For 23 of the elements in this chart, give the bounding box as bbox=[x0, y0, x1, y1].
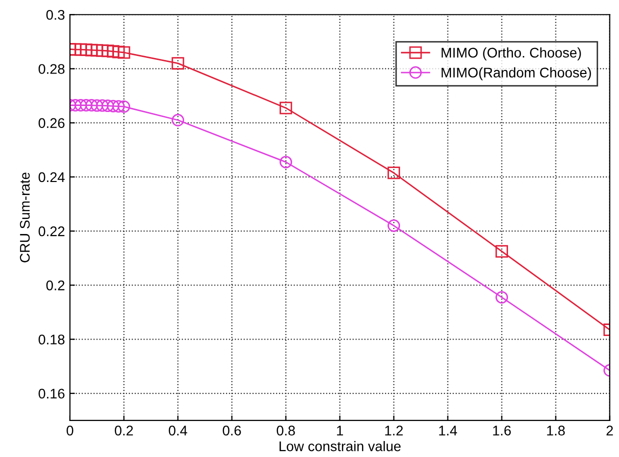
x-tick-label: 0 bbox=[66, 426, 74, 436]
legend-label: MIMO(Random Choose) bbox=[442, 67, 591, 80]
y-tick-label: 0.2 bbox=[46, 280, 64, 290]
x-tick-label: 0.4 bbox=[168, 426, 188, 436]
y-tick-label: 0.3 bbox=[46, 10, 64, 20]
x-axis-title: Low constrain value bbox=[280, 441, 401, 452]
x-tick-label: 1 bbox=[337, 426, 344, 436]
y-tick-label: 0.16 bbox=[38, 388, 64, 399]
y-tick-label: 0.26 bbox=[38, 118, 64, 128]
y-tick-label: 0.22 bbox=[38, 226, 64, 236]
y-tick-label: 0.18 bbox=[38, 334, 64, 344]
x-tick-label: 1.4 bbox=[439, 426, 458, 436]
x-tick-label: 1.8 bbox=[547, 426, 565, 436]
x-tick-label: 1.2 bbox=[385, 426, 403, 436]
x-tick-label: 2 bbox=[606, 426, 613, 436]
x-tick-label: 0.8 bbox=[276, 426, 295, 436]
y-tick-label: 0.28 bbox=[38, 64, 64, 74]
legend-label: MIMO (Ortho. Choose) bbox=[442, 47, 581, 60]
y-axis-title: CRU Sum-rate bbox=[20, 172, 30, 262]
x-tick-label: 0.6 bbox=[222, 426, 241, 436]
x-tick-label: 1.6 bbox=[493, 426, 511, 436]
y-tick-label: 0.24 bbox=[38, 172, 65, 182]
x-tick-label: 0.2 bbox=[114, 426, 133, 436]
